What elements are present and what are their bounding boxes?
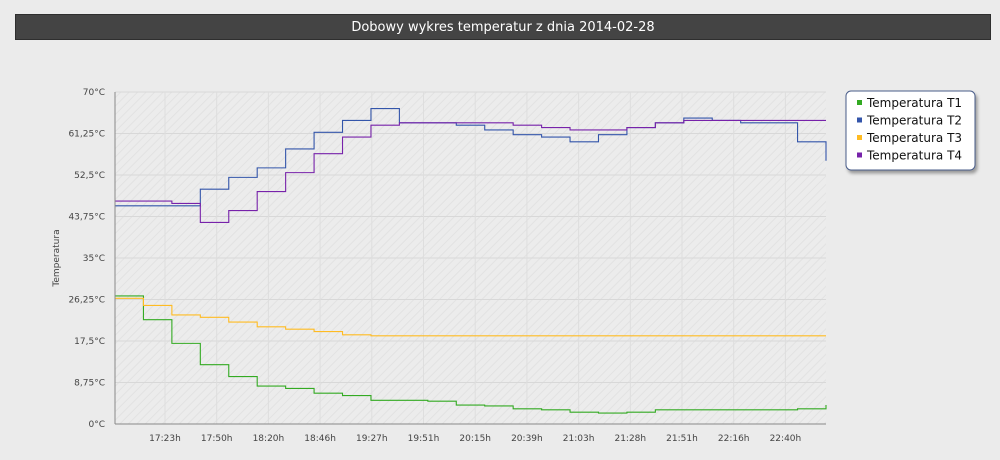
legend-item-label: Temperatura T1 [866, 96, 962, 110]
legend-item-label: Temperatura T3 [866, 131, 962, 145]
series-line-3 [115, 297, 826, 337]
y-tick-label: 52,5°C [74, 171, 105, 181]
y-tick-label: 43,75°C [68, 213, 105, 223]
x-tick-label: 21:03h [563, 434, 595, 444]
x-tick-label: 21:51h [666, 434, 698, 444]
x-tick-label: 17:23h [149, 434, 181, 444]
legend-swatch [857, 152, 862, 158]
x-tick-label: 18:46h [304, 434, 336, 444]
legend: Temperatura T1 Temperatura T2 Temperatura … [845, 90, 976, 171]
y-tick-label: 61,25°C [68, 130, 105, 140]
y-axis-title: Temperatura [52, 229, 62, 287]
legend-swatch [857, 135, 862, 140]
y-tick-label: 8,75°C [74, 379, 105, 389]
legend-box [845, 90, 976, 171]
y-tick-label: 17,5°C [74, 337, 105, 347]
x-tick-label: 19:27h [356, 434, 388, 444]
y-tick-label: 35°C [83, 254, 105, 264]
series-line-2 [115, 108, 827, 207]
series-line-1 [115, 295, 827, 414]
chart-title: Dobowy wykres temperatur z dnia 2014-02-… [15, 14, 991, 40]
x-tick-label: 22:40h [770, 434, 802, 444]
legend-item-label: Temperatura T4 [866, 149, 962, 163]
legend-swatch [857, 100, 862, 105]
x-tick-label: 17:50h [201, 434, 233, 444]
x-tick-label: 19:51h [408, 434, 440, 444]
grid [115, 91, 826, 424]
axes: 0°C 8,75°C 17,5°C 26,25°C 35°C 43,75°C 52,5°C 6… [52, 88, 826, 444]
x-tick-label: 18:20h [253, 434, 285, 444]
legend-swatch [857, 117, 862, 123]
series-layer [115, 108, 827, 414]
legend-item-label: Temperatura T2 [866, 114, 962, 128]
series-line-4 [115, 119, 826, 223]
x-tick-label: 20:39h [511, 434, 543, 444]
y-tick-label: 70°C [83, 88, 105, 98]
x-tick-label: 22:16h [718, 434, 750, 444]
y-tick-label: 0°C [88, 420, 105, 430]
y-tick-label: 26,25°C [68, 296, 105, 306]
x-tick-label: 21:28h [614, 434, 646, 444]
x-tick-label: 20:15h [459, 434, 491, 444]
